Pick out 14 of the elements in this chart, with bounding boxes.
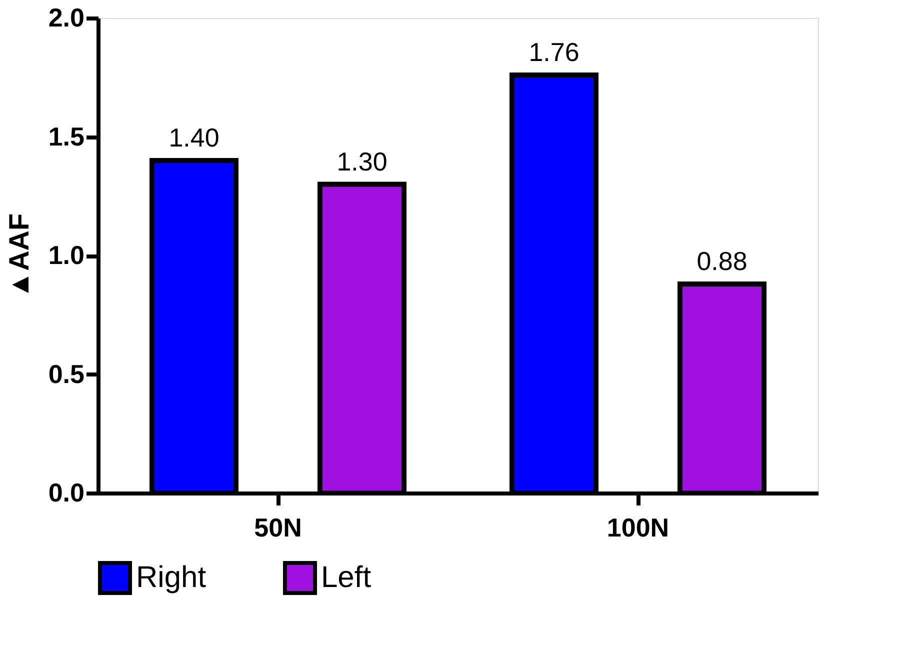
data-label: 1.76 [528, 37, 580, 67]
legend-label: Right [136, 561, 207, 594]
y-tick-label: 2.0 [48, 2, 84, 32]
data-label: 0.88 [696, 246, 748, 276]
y-tick-label: 0.5 [48, 358, 84, 389]
x-tick-label: 50N [254, 512, 302, 542]
y-tick-label: 0.0 [48, 478, 84, 508]
data-label: 1.30 [336, 146, 388, 176]
y-tick-label: 1.0 [48, 240, 84, 270]
data-label: 1.40 [168, 122, 220, 152]
x-tick-label: 100N [606, 512, 670, 542]
legend-label: Left [321, 561, 372, 594]
y-tick-label: 1.5 [48, 121, 84, 152]
y-axis-title: ▲AAF [3, 213, 34, 299]
